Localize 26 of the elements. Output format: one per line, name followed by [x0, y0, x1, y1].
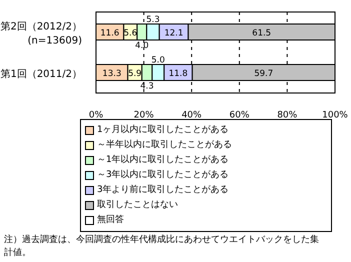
legend-label: 取引したことはない: [97, 198, 178, 212]
y-tick-label: 第1回（2011/2）: [0, 68, 82, 80]
legend-label: 無回答: [97, 214, 124, 227]
legend-label: 1ヶ月以内に取引したことがある: [97, 124, 229, 137]
legend-label: 3年より前に取引したことがある: [97, 184, 229, 197]
data-label: 5.9: [128, 69, 142, 79]
data-label: 4.0: [135, 41, 149, 51]
legend-label: ～半年以内に取引したことがある: [97, 138, 232, 152]
x-tick-label: 100%: [322, 110, 348, 120]
data-label: 13.3: [102, 69, 122, 79]
data-label: 11.6: [100, 28, 120, 38]
x-tick-label: 80%: [277, 110, 298, 120]
x-tick-label: 0%: [88, 110, 104, 120]
data-label: 59.7: [254, 69, 274, 79]
legend-label: ～3年以内に取引したことがある: [97, 168, 229, 182]
x-tick-label: 60%: [229, 110, 250, 120]
x-tick-label: 40%: [182, 110, 202, 120]
data-label: 5.0: [151, 56, 165, 66]
data-label: 12.1: [164, 28, 184, 38]
data-label: 61.5: [252, 28, 272, 38]
data-label: 5.3: [146, 15, 160, 25]
data-label: 11.8: [168, 69, 188, 79]
legend-label: ～1年以内に取引したことがある: [97, 154, 229, 167]
y-tick-label: 第2回（2012/2） (n=13609): [0, 20, 82, 46]
x-tick-label: 20%: [134, 110, 154, 120]
text: 注）過去調査は、今回調査の性年代構成比にあわせてウエイトバックをした集計値。: [4, 234, 320, 260]
